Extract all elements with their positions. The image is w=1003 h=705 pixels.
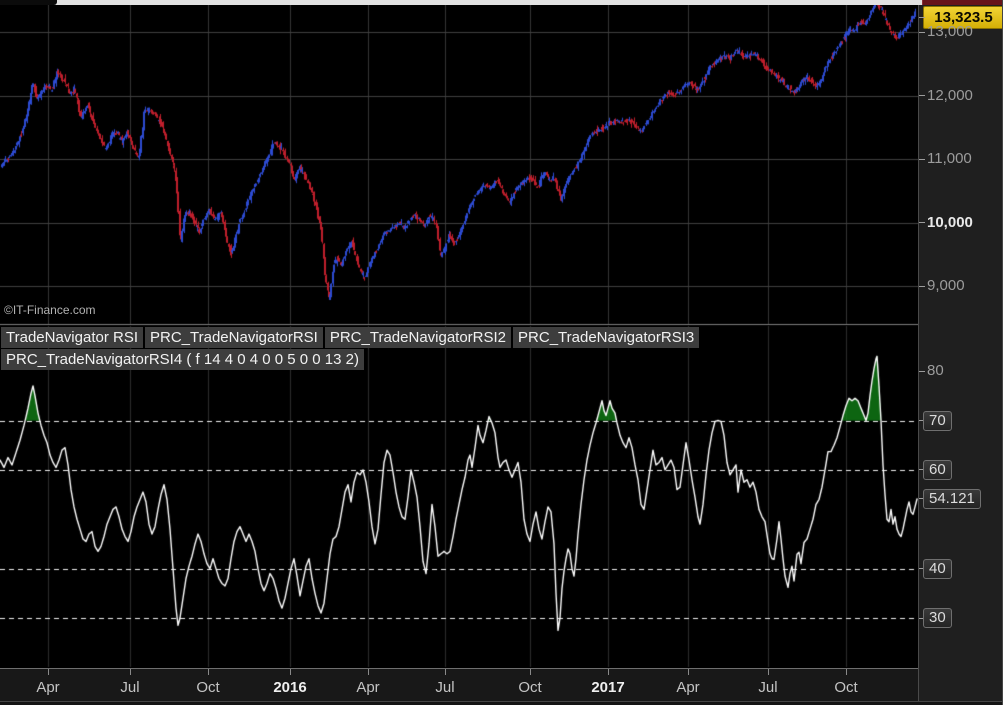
time-axis-tick <box>530 669 531 675</box>
last-price-tick <box>919 17 925 18</box>
time-axis-tick <box>768 669 769 675</box>
rsi-axis-tick <box>919 370 925 372</box>
time-axis-tick <box>290 669 291 675</box>
right-price-axis[interactable]: 13,323.5 13,000 12,000 11,000 10,000 9,000 8… <box>918 5 1003 705</box>
rsi-level-label: 60 <box>923 459 952 480</box>
window-top-strip <box>0 0 1003 5</box>
indicator-labels: TradeNavigator RSI PRC_TradeNavigatorRSI P… <box>1 327 700 371</box>
price-axis-tick <box>919 222 925 223</box>
rsi-level-tick <box>919 617 925 619</box>
rsi-level-label: 40 <box>923 558 952 579</box>
time-axis-label: Jul <box>435 679 455 696</box>
time-axis-label: Oct <box>518 679 542 696</box>
time-axis-label: Oct <box>196 679 220 696</box>
time-axis[interactable]: Apr Jul Oct 2016 Apr Jul Oct 2017 Apr Jul Oct <box>0 668 918 705</box>
price-axis-label: 12,000 <box>927 86 973 104</box>
time-axis-tick <box>130 669 131 675</box>
time-axis-tick <box>846 669 847 675</box>
time-axis-tick <box>445 669 446 675</box>
time-axis-label: 2016 <box>273 679 307 696</box>
price-axis-label: 9,000 <box>927 277 965 294</box>
time-axis-label: Apr <box>36 679 60 696</box>
previous-price-badge-partial <box>922 0 1003 6</box>
time-axis-tick <box>48 669 49 675</box>
indicator-chip[interactable]: PRC_TradeNavigatorRSI3 <box>513 327 700 348</box>
rsi-level-tick <box>919 469 925 471</box>
rsi-level-label: 30 <box>923 608 952 628</box>
window-top-strip-left-segment <box>0 0 57 5</box>
indicator-labels-row-2: PRC_TradeNavigatorRSI4 ( f 14 4 0 4 0 0 … <box>1 349 699 370</box>
last-price-badge: 13,323.5 <box>923 6 1003 29</box>
indicator-chip[interactable]: PRC_TradeNavigatorRSI4 ( f 14 4 0 4 0 0 … <box>1 349 364 370</box>
rsi-level-tick <box>919 568 925 570</box>
indicator-chip[interactable]: PRC_TradeNavigatorRSI2 <box>324 327 512 348</box>
window-frame-bottom-fill <box>0 702 1003 705</box>
time-axis-label: Jul <box>758 679 778 696</box>
rsi-level-label: 70 <box>923 410 952 431</box>
time-axis-tick <box>368 669 369 675</box>
price-axis-label: 10,000 <box>927 213 973 231</box>
price-axis-label: 13,000 <box>927 23 973 40</box>
time-axis-label: Oct <box>834 679 858 696</box>
price-axis-tick <box>919 158 925 160</box>
copyright-watermark: ©IT-Finance.com <box>4 303 96 317</box>
time-axis-label: Apr <box>356 679 380 696</box>
window-frame-bottom <box>0 701 1003 702</box>
rsi-current-tick <box>919 498 925 500</box>
time-axis-tick <box>608 669 609 675</box>
price-axis-label: 11,000 <box>927 150 972 167</box>
rsi-level-tick <box>919 420 925 421</box>
time-axis-label: Apr <box>676 679 700 696</box>
time-axis-tick <box>688 669 689 675</box>
price-axis-tick <box>919 285 925 287</box>
time-axis-tick <box>208 669 209 675</box>
rsi-current-value-badge: 54.121 <box>923 488 981 509</box>
rsi-axis-label: 80 <box>927 362 944 380</box>
time-axis-label: Jul <box>120 679 140 696</box>
time-axis-label: 2017 <box>591 679 625 696</box>
indicator-labels-row-1: TradeNavigator RSI PRC_TradeNavigatorRSI P… <box>1 327 700 348</box>
price-axis-tick <box>919 95 925 96</box>
price-axis-tick <box>919 31 925 33</box>
indicator-chip[interactable]: PRC_TradeNavigatorRSI <box>145 327 323 348</box>
indicator-chip[interactable]: TradeNavigator RSI <box>1 327 143 348</box>
